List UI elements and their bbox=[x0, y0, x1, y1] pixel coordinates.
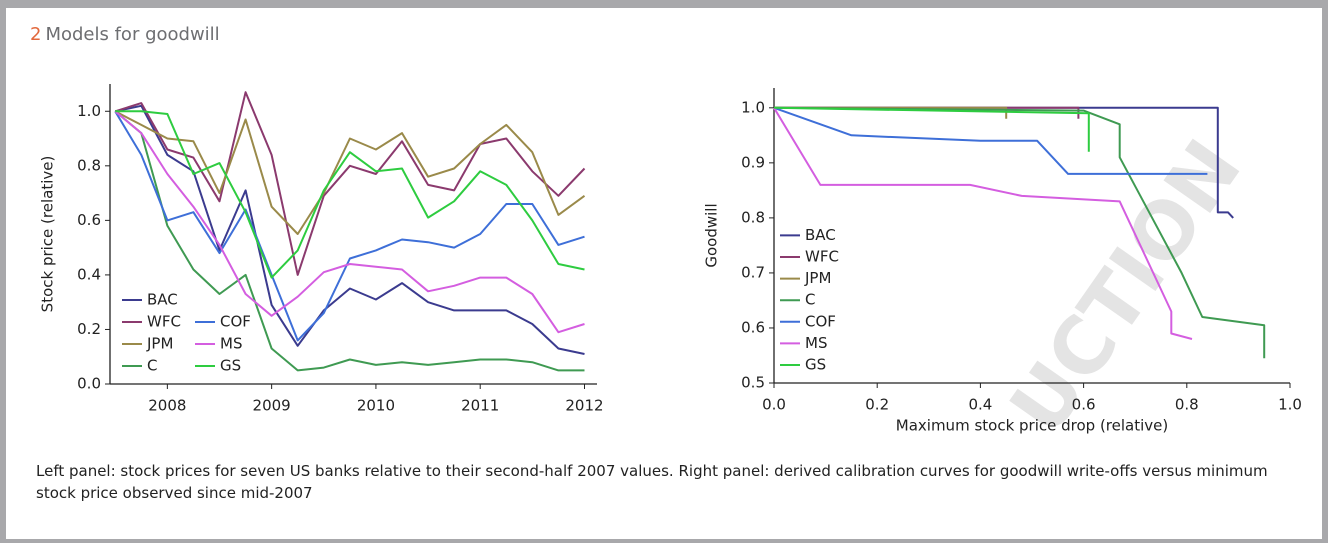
x-tick-label: 2010 bbox=[357, 397, 395, 415]
y-tick-label: 0.0 bbox=[77, 375, 101, 393]
y-tick-label: 1.0 bbox=[741, 98, 765, 116]
x-tick-label: 0.8 bbox=[1175, 396, 1199, 414]
legend-label: BAC bbox=[805, 226, 836, 244]
series-line bbox=[114, 110, 585, 342]
y-tick-label: 0.2 bbox=[77, 320, 101, 338]
x-tick-label: 0.2 bbox=[865, 396, 889, 414]
legend-label: C bbox=[805, 291, 815, 309]
y-tick-label: 0.4 bbox=[77, 265, 101, 283]
y-tick-label: 0.9 bbox=[741, 153, 765, 171]
series-line bbox=[114, 110, 585, 334]
x-tick-label: 2012 bbox=[565, 397, 603, 415]
series-line bbox=[773, 106, 1208, 175]
y-axis-label: Goodwill bbox=[703, 203, 721, 267]
x-axis-label: Maximum stock price drop (relative) bbox=[896, 417, 1168, 435]
legend-label: GS bbox=[220, 357, 241, 375]
y-axis-label: Stock price (relative) bbox=[39, 156, 57, 313]
series-line bbox=[773, 107, 1193, 340]
series-line bbox=[114, 110, 586, 235]
legend-label: WFC bbox=[805, 248, 839, 266]
figure-heading: 2 Models for goodwill bbox=[30, 24, 220, 45]
legend-label: MS bbox=[220, 335, 242, 353]
x-tick-label: 2011 bbox=[461, 397, 499, 415]
series-line bbox=[773, 106, 1090, 152]
legend-label: GS bbox=[805, 356, 826, 374]
y-tick-label: 0.5 bbox=[741, 374, 765, 392]
caption: Left panel: stock prices for seven US ba… bbox=[36, 462, 1268, 502]
y-tick-label: 0.6 bbox=[741, 318, 765, 336]
x-tick-label: 1.0 bbox=[1278, 396, 1302, 414]
x-tick-label: 0.6 bbox=[1072, 396, 1096, 414]
x-tick-label: 0.4 bbox=[968, 396, 992, 414]
legend-label: BAC bbox=[147, 291, 178, 309]
y-tick-label: 0.8 bbox=[741, 208, 765, 226]
x-tick-label: 0.0 bbox=[762, 396, 786, 414]
series-line bbox=[114, 110, 585, 372]
legend-label: WFC bbox=[147, 313, 181, 331]
figure-title: Models for goodwill bbox=[45, 24, 220, 45]
x-tick-label: 2008 bbox=[148, 397, 186, 415]
series-line bbox=[115, 110, 585, 279]
legend-label: COF bbox=[220, 313, 251, 331]
x-tick-label: 2009 bbox=[253, 397, 291, 415]
legend-label: C bbox=[147, 357, 157, 375]
y-tick-label: 1.0 bbox=[77, 102, 101, 120]
series-line bbox=[114, 104, 585, 355]
legend-label: JPM bbox=[146, 335, 173, 353]
y-tick-label: 0.6 bbox=[77, 211, 101, 229]
legend-label: JPM bbox=[804, 269, 831, 287]
figure-number: 2 bbox=[30, 24, 42, 45]
series-line bbox=[114, 91, 586, 276]
y-tick-label: 0.8 bbox=[77, 156, 101, 174]
y-tick-label: 0.7 bbox=[741, 263, 765, 281]
legend-label: MS bbox=[805, 334, 827, 352]
legend-label: COF bbox=[805, 312, 836, 330]
